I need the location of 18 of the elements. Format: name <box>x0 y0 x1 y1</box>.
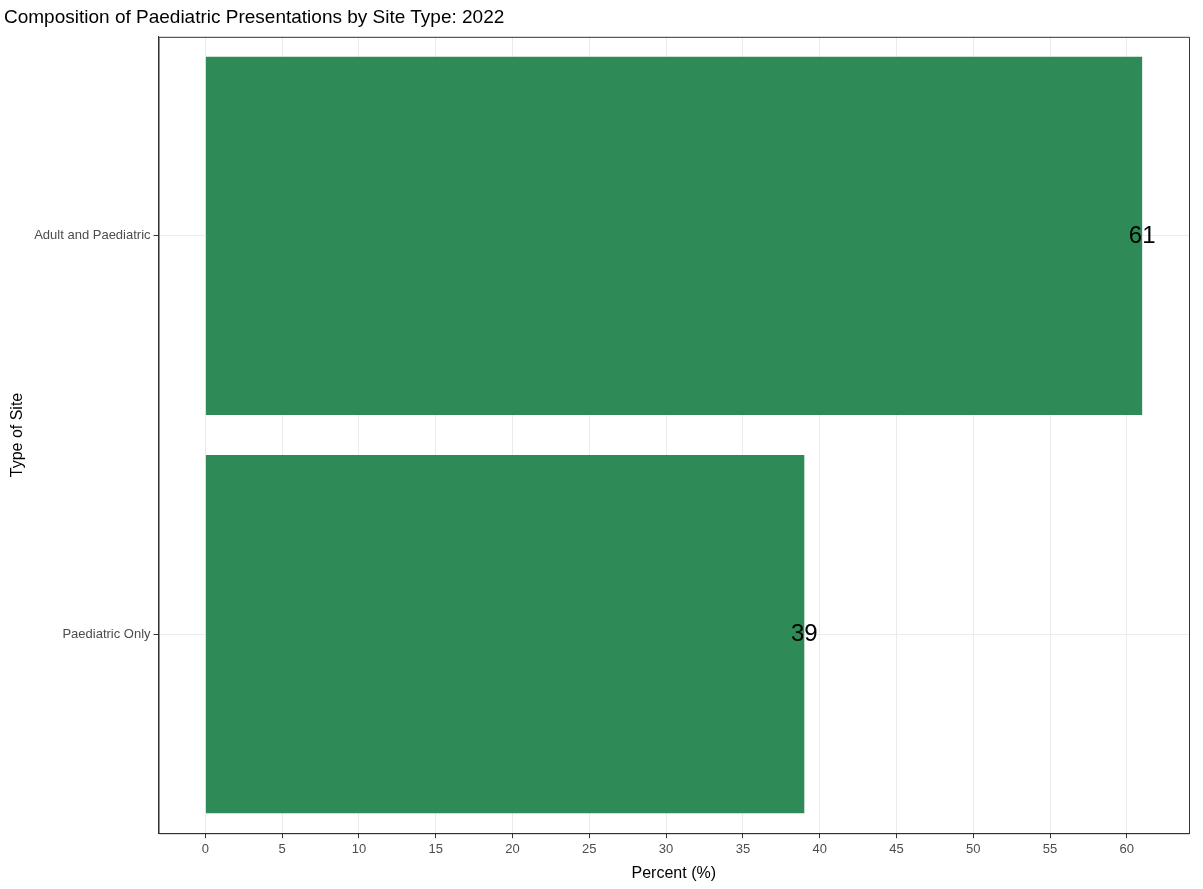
x-tick-label: 40 <box>812 840 827 856</box>
x-tick-label: 0 <box>201 840 210 856</box>
x-tick-label: 15 <box>428 840 443 856</box>
x-axis-title: Percent (%) <box>631 863 717 881</box>
x-tick-label: 5 <box>278 840 286 856</box>
x-tick-label: 50 <box>966 840 981 856</box>
x-tick-label: 10 <box>351 840 367 856</box>
x-tick-label: 20 <box>505 840 520 856</box>
x-tick-label: 55 <box>1042 840 1058 856</box>
x-tick-label: 25 <box>582 840 597 856</box>
y-axis-title: Type of Site <box>8 392 26 478</box>
x-tick-label: 35 <box>735 840 751 856</box>
chart-title: Composition of Paediatric Presentations by Site Type: 2022 <box>4 5 505 27</box>
x-tick-label: 60 <box>1119 840 1135 856</box>
x-tick-label: 45 <box>889 840 904 856</box>
x-tick-label: 30 <box>658 840 674 856</box>
y-tick-label: Adult and Paediatric <box>34 227 152 243</box>
y-tick-label: Paediatric Only <box>62 625 152 641</box>
